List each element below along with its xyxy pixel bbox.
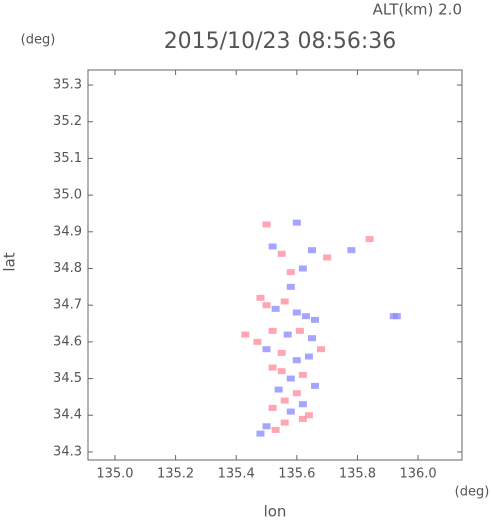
y-tick-label: 34.3	[53, 444, 82, 459]
plot-frame	[87, 69, 463, 461]
echo-point	[392, 313, 401, 320]
echo-point	[277, 349, 286, 356]
echo-point	[256, 430, 265, 437]
y-tick-label: 34.9	[53, 224, 82, 239]
echo-point	[253, 338, 262, 345]
echo-point	[292, 219, 301, 226]
y-tick-label: 35.0	[53, 188, 82, 203]
echo-point	[307, 247, 316, 254]
echo-point	[365, 236, 374, 243]
echo-point	[286, 375, 295, 382]
x-unit: (deg)	[455, 485, 490, 500]
echo-point	[311, 382, 320, 389]
y-tick-label: 34.5	[53, 371, 82, 386]
echo-point	[286, 283, 295, 290]
x-tick-label: 135.6	[278, 467, 315, 482]
echo-point	[280, 397, 289, 404]
x-tick-label: 135.8	[339, 467, 376, 482]
x-tick-label: 135.2	[157, 467, 194, 482]
echo-point	[262, 221, 271, 228]
echo-point	[292, 390, 301, 397]
y-tick-label: 35.1	[53, 151, 82, 166]
echo-point	[298, 265, 307, 272]
echo-point	[280, 298, 289, 305]
chart-title: 2015/10/23 08:56:36	[164, 29, 397, 54]
echo-point	[268, 327, 277, 334]
echo-point	[298, 371, 307, 378]
echo-point	[286, 269, 295, 276]
echo-point	[347, 247, 356, 254]
echo-point	[286, 408, 295, 415]
echo-point	[268, 364, 277, 371]
subtitle: ALT(km) 2.0	[373, 1, 462, 19]
y-tick-label: 34.4	[53, 408, 82, 423]
echo-point	[298, 401, 307, 408]
y-label: lat	[1, 252, 19, 271]
echo-point	[317, 346, 326, 353]
y-tick-label: 35.3	[53, 78, 82, 93]
echo-point	[323, 254, 332, 261]
echo-point	[298, 415, 307, 422]
echo-point	[311, 316, 320, 323]
echo-point	[271, 305, 280, 312]
echo-point	[274, 386, 283, 393]
y-tick-label: 34.6	[53, 334, 82, 349]
y-tick-label: 34.7	[53, 298, 82, 313]
echo-point	[292, 357, 301, 364]
y-unit: (deg)	[21, 33, 56, 48]
echo-point	[304, 412, 313, 419]
x-tick-label: 136.0	[399, 467, 436, 482]
x-tick-label: 135.0	[96, 467, 133, 482]
echo-point	[307, 335, 316, 342]
echo-point	[295, 327, 304, 334]
echo-point	[262, 346, 271, 353]
echo-point	[256, 294, 265, 301]
echo-point	[268, 243, 277, 250]
echo-point	[277, 368, 286, 375]
y-tick-label: 35.2	[53, 114, 82, 129]
echo-point	[268, 404, 277, 411]
echo-point	[280, 419, 289, 426]
echo-point	[301, 313, 310, 320]
echo-point	[262, 302, 271, 309]
x-label: lon	[264, 503, 287, 521]
echo-point	[271, 426, 280, 433]
y-tick-label: 34.8	[53, 261, 82, 276]
echo-point	[262, 423, 271, 430]
x-tick-label: 135.4	[218, 467, 255, 482]
echo-point	[292, 309, 301, 316]
echo-point	[283, 331, 292, 338]
echo-point	[277, 250, 286, 257]
echo-point	[304, 353, 313, 360]
echo-point	[241, 331, 250, 338]
